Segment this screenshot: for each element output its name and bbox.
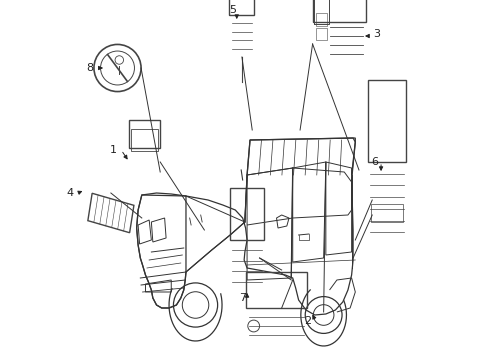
Text: 3: 3 (372, 29, 379, 39)
Text: 7: 7 (239, 293, 246, 303)
Text: 6: 6 (371, 157, 378, 167)
Text: 8: 8 (86, 63, 94, 73)
Text: 4: 4 (67, 188, 74, 198)
Text: 5: 5 (229, 5, 236, 15)
Text: 2: 2 (303, 316, 310, 326)
Text: 1: 1 (110, 145, 117, 155)
